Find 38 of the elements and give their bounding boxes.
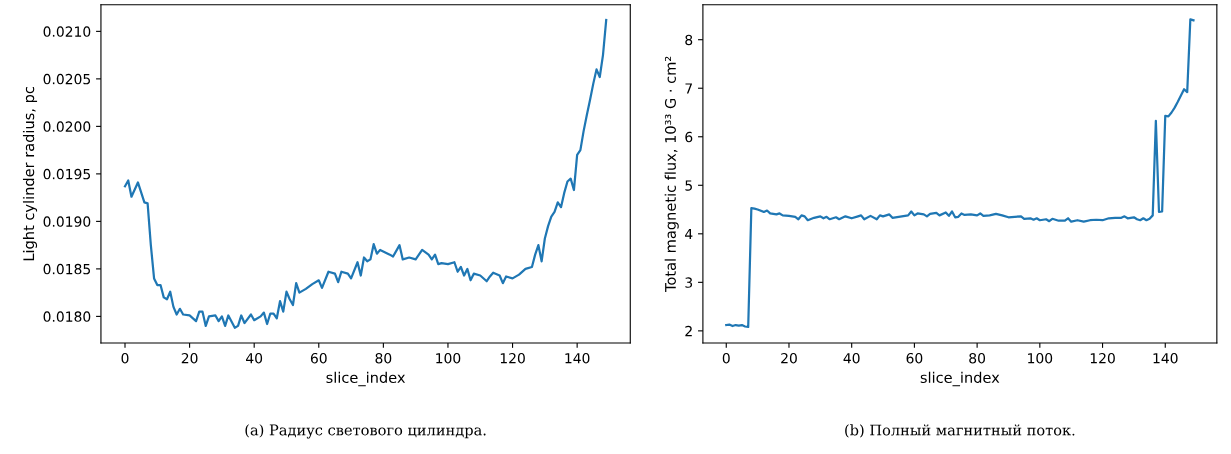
y-tick-label: 0.0195 xyxy=(43,168,91,180)
y-tick-label: 4 xyxy=(685,228,693,240)
x-tick-label: 120 xyxy=(500,352,525,364)
y-tick-label: 8 xyxy=(685,34,693,46)
x-tick-label: 40 xyxy=(843,352,860,364)
y-axis-title: Total magnetic flux, 10³³ G · cm² xyxy=(664,56,679,293)
y-tick-label: 0.0205 xyxy=(43,73,91,85)
x-tick-label: 20 xyxy=(781,352,797,364)
line-series xyxy=(123,18,608,329)
y-tick-label: 0.0185 xyxy=(43,263,91,275)
x-tick-label: 80 xyxy=(969,352,986,364)
x-tick-label: 60 xyxy=(906,352,923,364)
x-tick-label: 120 xyxy=(1090,352,1115,364)
x-tick-label: 0 xyxy=(722,352,730,364)
x-tick-label: 40 xyxy=(246,352,263,364)
y-tick-label: 0.0190 xyxy=(43,216,91,227)
x-tick-label: 100 xyxy=(1028,352,1053,364)
x-tick-label: 80 xyxy=(375,352,392,364)
x-axis-title: slice_index xyxy=(326,371,406,387)
y-tick-label: 2 xyxy=(685,325,692,337)
y-tick-label: 0.0210 xyxy=(43,26,91,37)
y-axis-title: Light cylinder radius, pc xyxy=(22,87,38,261)
x-tick-label: 20 xyxy=(181,352,198,364)
x-tick-label: 60 xyxy=(310,352,327,364)
x-tick-label: 100 xyxy=(436,352,461,364)
x-axis-title: slice_index xyxy=(920,371,1000,387)
y-tick-label: 7 xyxy=(685,83,692,94)
y-tick-label: 5 xyxy=(685,180,692,191)
line-series xyxy=(725,18,1195,329)
text: (a) Радиус светового цилиндра. xyxy=(245,424,486,439)
text: (b) Полный магнитный поток. xyxy=(845,424,1075,438)
x-tick-label: 0 xyxy=(121,352,129,364)
y-tick-label: 0.0180 xyxy=(43,311,91,322)
y-tick-label: 0.0200 xyxy=(43,121,91,132)
x-tick-label: 140 xyxy=(1153,352,1178,364)
y-tick-label: 6 xyxy=(685,131,693,143)
y-tick-label: 3 xyxy=(685,277,693,288)
x-tick-label: 140 xyxy=(565,352,590,364)
